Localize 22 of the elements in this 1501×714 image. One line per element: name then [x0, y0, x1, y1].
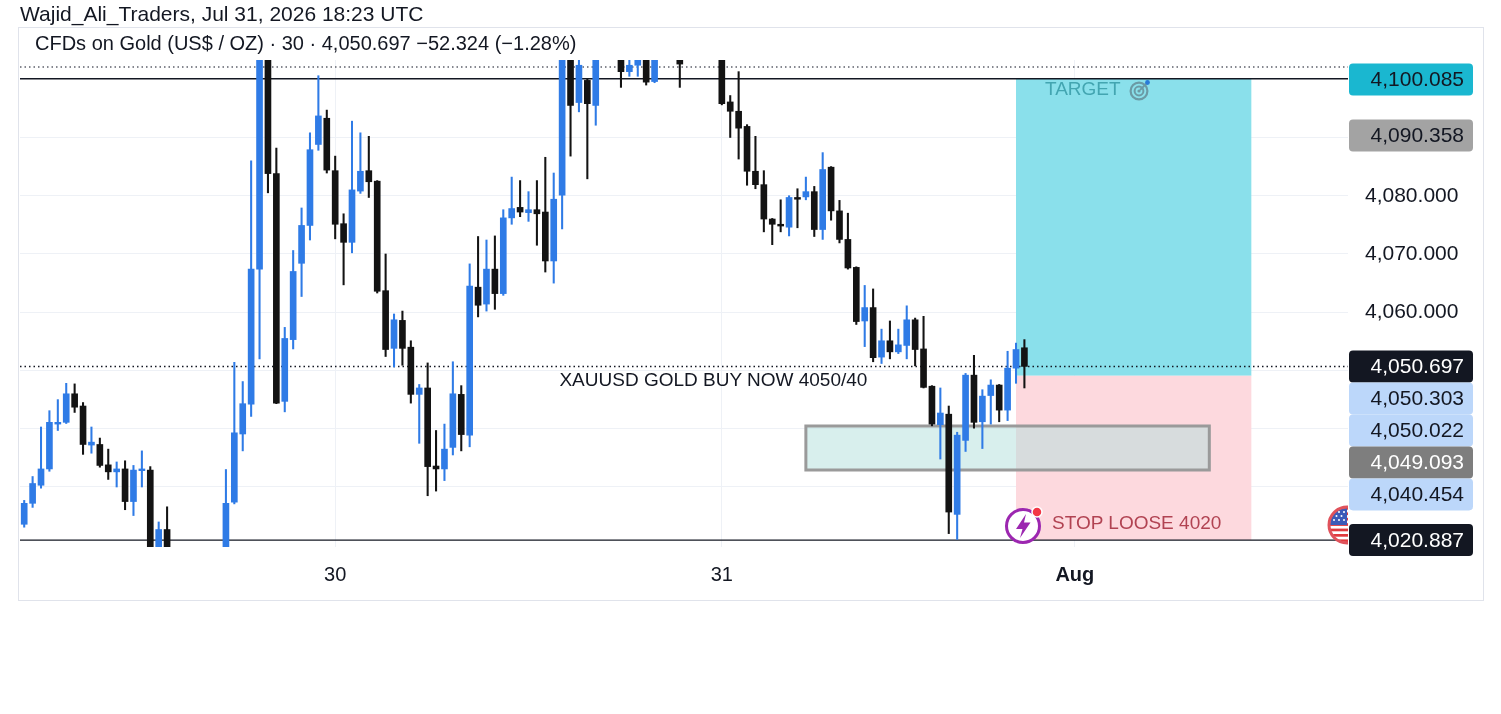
band-label: STOP LOOSE 4020 [1052, 512, 1222, 534]
text: 4,050.022 [1370, 418, 1464, 442]
candlestick [533, 180, 541, 246]
y-tick-label: 4,070.000 [1365, 240, 1459, 264]
chart-subtitle: Wajid_Ali_Traders, Jul 31, 2026 18:23 UTC [20, 1, 424, 27]
text: 4,050.303 [1370, 386, 1464, 410]
x-tick-label: 31 [710, 562, 733, 585]
candlestick [794, 188, 801, 229]
x-tick-label: Aug [1055, 562, 1095, 585]
annotation: XAUUSD GOLD BUY NOW 4050/40 [559, 369, 868, 391]
y-tick-label: 4,060.000 [1365, 299, 1459, 323]
text: 4,100.085 [1370, 67, 1464, 91]
text: 4,090.358 [1370, 123, 1464, 147]
text: 4,040.454 [1370, 482, 1465, 506]
band-label: TARGET [1045, 77, 1122, 99]
x-tick-label: 30 [324, 562, 347, 585]
chart-title: CFDs on Gold (US$ / OZ) · 30 · 4,050.697 −52.324 (−1.28%) [35, 31, 577, 54]
ref-line-label: 4,020.887 [1370, 527, 1464, 551]
candlestick [525, 191, 532, 222]
y-tick-label: 4,080.000 [1365, 182, 1459, 206]
ref-line-label: 4,050.697 [1370, 354, 1464, 378]
text: 4,049.093 [1370, 450, 1464, 474]
